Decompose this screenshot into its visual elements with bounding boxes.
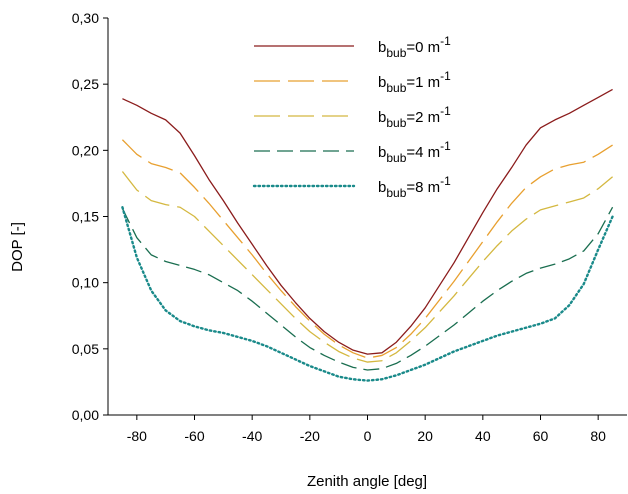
x-tick-label: -80 <box>127 428 147 444</box>
series-line-0 <box>122 88 613 355</box>
x-tick-label: 40 <box>475 428 491 444</box>
series-line-1 <box>121 139 613 359</box>
x-tick-label: 60 <box>533 428 549 444</box>
plot-lines <box>121 88 614 382</box>
x-tick-label: -40 <box>242 428 262 444</box>
legend-label-4: bbub=8 m-1 <box>378 174 451 200</box>
y-tick-label: 0,20 <box>72 142 99 158</box>
legend-label-1: bbub=1 m-1 <box>378 69 451 95</box>
y-tick-label: 0,15 <box>72 209 99 225</box>
legend: bbub=0 m-1 bbub=1 m-1 bbub=2 m-1 bbub=4 m-1… <box>252 34 451 200</box>
x-axis-title: Zenith angle [deg] <box>307 473 427 490</box>
series-line-4 <box>121 206 614 382</box>
y-axis-title: DOP [-] <box>9 222 26 272</box>
x-tick-label: 0 <box>364 428 372 444</box>
x-tick-label: 80 <box>590 428 606 444</box>
y-tick-label: 0,10 <box>72 275 99 291</box>
y-tick-label: 0,00 <box>72 407 99 423</box>
y-tick-label: 0,25 <box>72 76 99 92</box>
legend-label-3: bbub=4 m-1 <box>378 139 451 165</box>
y-tick-label: 0,30 <box>72 10 99 26</box>
x-tick-label: -60 <box>184 428 204 444</box>
axes: 0,00 0,05 0,10 0,15 0,20 0,25 0,30 -80 -60 -40 -20… <box>72 10 627 444</box>
legend-label-0: bbub=0 m-1 <box>378 34 451 60</box>
x-tick-label: 20 <box>417 428 433 444</box>
series-line-3 <box>121 206 614 371</box>
series-line-2 <box>121 171 613 363</box>
y-tick-label: 0,05 <box>72 341 99 357</box>
x-tick-label: -20 <box>300 428 320 444</box>
legend-label-2: bbub=2 m-1 <box>378 104 451 130</box>
